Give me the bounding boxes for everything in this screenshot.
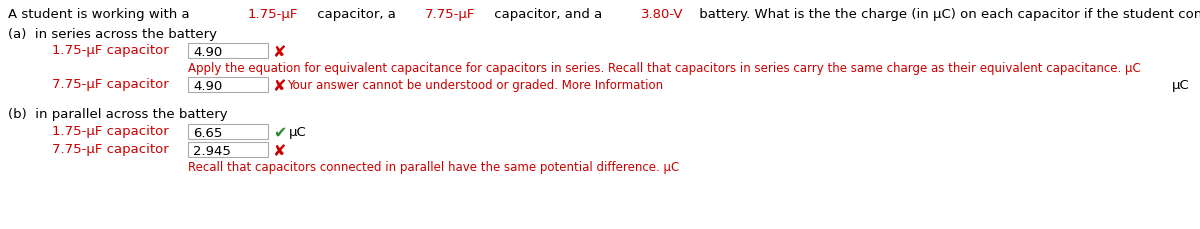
Text: (a)  in series across the battery: (a) in series across the battery	[8, 28, 217, 41]
Text: Apply the equation for equivalent capacitance for capacitors in series. Recall t: Apply the equation for equivalent capaci…	[188, 62, 1141, 75]
Text: Your answer cannot be understood or graded. More Information: Your answer cannot be understood or grad…	[287, 79, 664, 92]
Text: 3.80-V: 3.80-V	[641, 8, 683, 21]
Text: ✘: ✘	[274, 45, 287, 60]
Text: 1.75-μF: 1.75-μF	[248, 8, 299, 21]
Text: ✘: ✘	[274, 79, 287, 94]
FancyBboxPatch shape	[188, 78, 268, 93]
Text: 1.75-μF capacitor: 1.75-μF capacitor	[52, 44, 169, 57]
Text: 4.90: 4.90	[193, 80, 222, 93]
Text: (b)  in parallel across the battery: (b) in parallel across the battery	[8, 108, 228, 120]
FancyBboxPatch shape	[188, 44, 268, 59]
Text: 6.65: 6.65	[193, 126, 222, 139]
Text: 7.75-μF: 7.75-μF	[425, 8, 475, 21]
Text: A student is working with a: A student is working with a	[8, 8, 194, 21]
FancyBboxPatch shape	[188, 124, 268, 139]
Text: ✔: ✔	[274, 125, 287, 140]
Text: μC: μC	[1172, 79, 1190, 92]
Text: battery. What is the the charge (in μC) on each capacitor if the student connect: battery. What is the the charge (in μC) …	[696, 8, 1200, 21]
Text: 2.945: 2.945	[193, 144, 230, 157]
Text: 7.75-μF capacitor: 7.75-μF capacitor	[52, 78, 169, 91]
Text: μC: μC	[289, 125, 307, 138]
Text: 7.75-μF capacitor: 7.75-μF capacitor	[52, 142, 169, 155]
Text: ✘: ✘	[274, 143, 287, 158]
Text: Recall that capacitors connected in parallel have the same potential difference.: Recall that capacitors connected in para…	[188, 160, 679, 173]
Text: capacitor, a: capacitor, a	[313, 8, 400, 21]
Text: 4.90: 4.90	[193, 46, 222, 59]
Text: capacitor, and a: capacitor, and a	[491, 8, 607, 21]
Text: 1.75-μF capacitor: 1.75-μF capacitor	[52, 124, 169, 137]
FancyBboxPatch shape	[188, 142, 268, 157]
